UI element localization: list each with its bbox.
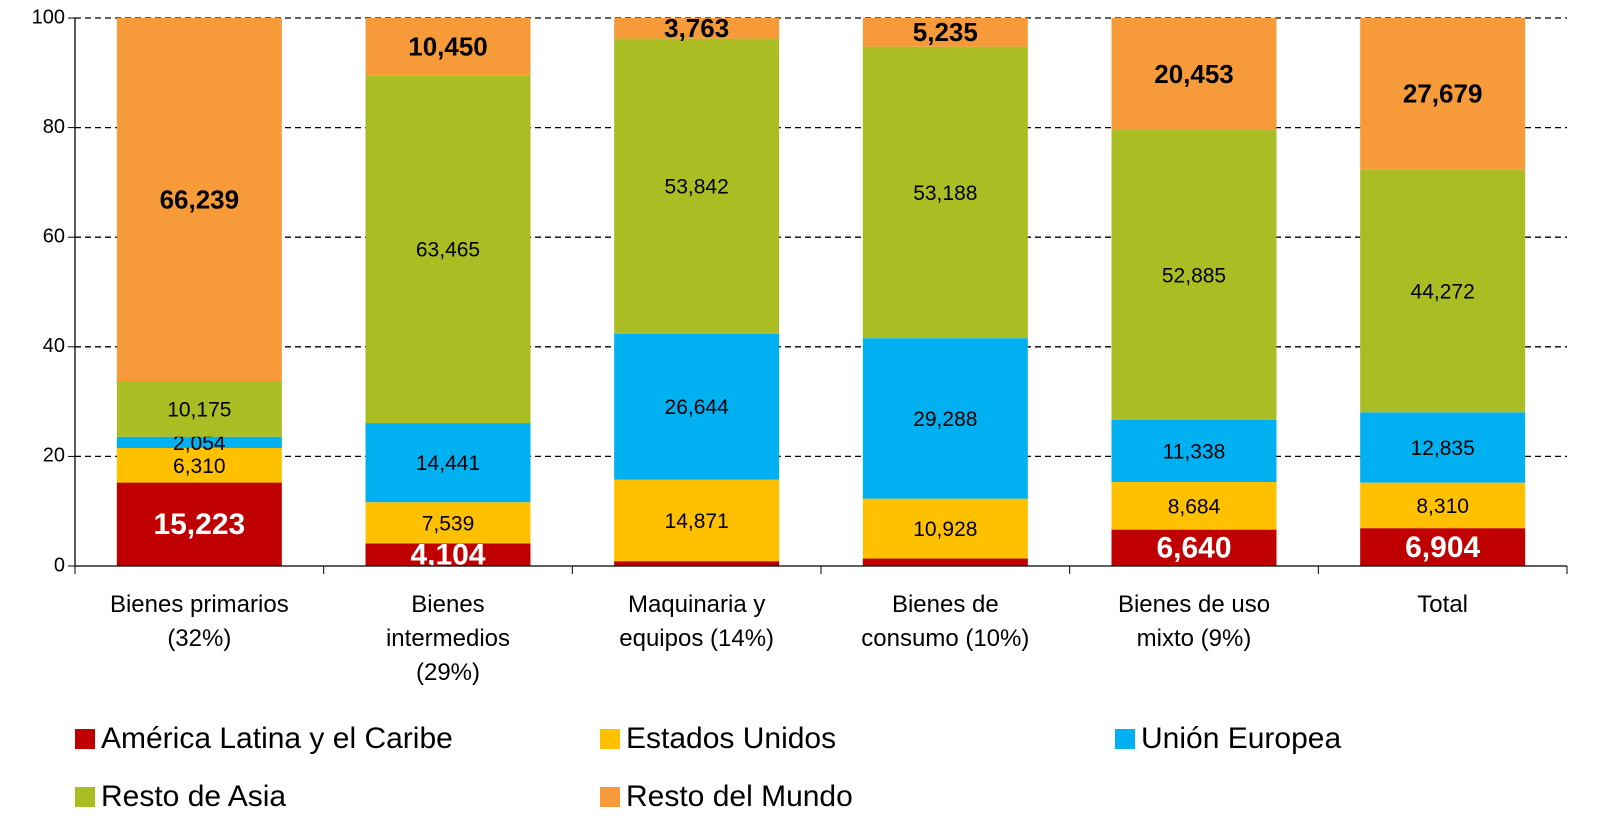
legend-item: Unión Europea bbox=[1115, 722, 1341, 756]
data-label: 66,239 bbox=[160, 184, 240, 214]
data-label: 10,175 bbox=[167, 398, 231, 421]
y-tick-label: 60 bbox=[43, 225, 65, 247]
bar-segment bbox=[862, 18, 1028, 47]
data-label: 63,465 bbox=[416, 239, 480, 262]
bar-segment bbox=[614, 333, 780, 480]
data-label: 14,441 bbox=[416, 452, 480, 475]
legend-swatch bbox=[600, 729, 620, 749]
bar-segment bbox=[116, 17, 282, 381]
bar-segment bbox=[1111, 130, 1277, 420]
y-tick-label: 20 bbox=[43, 445, 65, 467]
data-label: 53,842 bbox=[665, 176, 729, 199]
bar-segment bbox=[116, 482, 282, 566]
legend-label: Resto del Mundo bbox=[626, 780, 853, 813]
legend-swatch bbox=[75, 729, 95, 749]
data-label: 7,539 bbox=[422, 512, 475, 535]
x-tick-label: Bienes de uso mixto (9%) bbox=[1117, 591, 1271, 652]
bar-segment bbox=[365, 75, 531, 424]
bar-segment bbox=[1360, 412, 1526, 483]
legend-label: Unión Europea bbox=[1141, 722, 1342, 755]
x-tick-label: Bienes primarios (32%) bbox=[109, 591, 289, 652]
y-tick-label: 40 bbox=[43, 335, 65, 357]
data-label: 2,054 bbox=[173, 432, 226, 455]
bar-segment bbox=[614, 561, 780, 566]
data-label: 15,223 bbox=[153, 508, 245, 541]
bar-segment bbox=[862, 498, 1028, 559]
data-label: 29,288 bbox=[913, 408, 977, 431]
bar-segment bbox=[116, 380, 282, 437]
data-label: 11,338 bbox=[1163, 441, 1226, 464]
x-tick-label: Bienes de consumo (10%) bbox=[861, 591, 1030, 652]
y-tick-label: 0 bbox=[54, 554, 65, 576]
data-label: 5,235 bbox=[913, 17, 978, 47]
data-label: 6,640 bbox=[1156, 532, 1231, 565]
x-tick-label: Bienes intermedios (29%) bbox=[385, 591, 511, 686]
bar-segment bbox=[1360, 169, 1526, 413]
data-label: 6,310 bbox=[173, 455, 226, 478]
data-label: 53,188 bbox=[913, 182, 977, 205]
bar-segment bbox=[1360, 528, 1526, 566]
bar-segment bbox=[1111, 18, 1277, 131]
data-label: 10,450 bbox=[408, 32, 488, 62]
data-label: 27,679 bbox=[1403, 79, 1483, 109]
bar-segment bbox=[1360, 482, 1526, 529]
bar-segment bbox=[862, 46, 1028, 339]
data-label: 3,763 bbox=[664, 13, 729, 43]
bar-segment bbox=[365, 502, 531, 544]
data-label: 44,272 bbox=[1411, 281, 1475, 304]
bar-segment bbox=[614, 479, 780, 562]
legend-swatch bbox=[1115, 729, 1135, 749]
data-label: 4,104 bbox=[410, 539, 485, 572]
bar-segment bbox=[1360, 18, 1526, 170]
data-label: 8,684 bbox=[1168, 495, 1221, 518]
data-label: 10,928 bbox=[913, 518, 977, 541]
y-tick-label: 100 bbox=[32, 6, 65, 28]
legend-label: Resto de Asia bbox=[101, 780, 287, 813]
x-tick-label: Maquinaria y equipos (14%) bbox=[619, 591, 775, 652]
legend-label: Estados Unidos bbox=[626, 722, 837, 755]
bar-segment bbox=[1111, 482, 1277, 530]
bar-segment bbox=[614, 18, 780, 39]
bar-segment bbox=[365, 543, 531, 566]
bar-segment bbox=[614, 38, 780, 334]
data-label: 14,871 bbox=[665, 510, 729, 533]
data-label: 12,835 bbox=[1411, 437, 1475, 460]
legend-item: Resto de Asia bbox=[75, 780, 286, 814]
bar-segment bbox=[1111, 419, 1277, 483]
data-label: 8,310 bbox=[1416, 495, 1469, 518]
legend-label: América Latina y el Caribe bbox=[101, 722, 453, 755]
x-tick-label: Total bbox=[1417, 591, 1468, 618]
legend-item: Estados Unidos bbox=[600, 722, 836, 756]
legend-swatch bbox=[600, 787, 620, 807]
legend-item: América Latina y el Caribe bbox=[75, 722, 453, 756]
legend-swatch bbox=[75, 787, 95, 807]
data-label: 6,904 bbox=[1405, 531, 1480, 564]
data-label: 26,644 bbox=[665, 396, 730, 419]
bar-segment bbox=[365, 18, 531, 76]
bar-segment bbox=[116, 436, 282, 448]
bar-segment bbox=[862, 338, 1028, 499]
data-label: 52,885 bbox=[1162, 265, 1226, 288]
y-tick-label: 80 bbox=[43, 116, 65, 138]
bar-segment bbox=[1111, 529, 1277, 566]
legend-item: Resto del Mundo bbox=[600, 780, 853, 814]
bar-segment bbox=[365, 423, 531, 503]
data-label: 20,453 bbox=[1154, 59, 1234, 89]
bar-segment bbox=[862, 558, 1028, 566]
bar-segment bbox=[116, 447, 282, 483]
